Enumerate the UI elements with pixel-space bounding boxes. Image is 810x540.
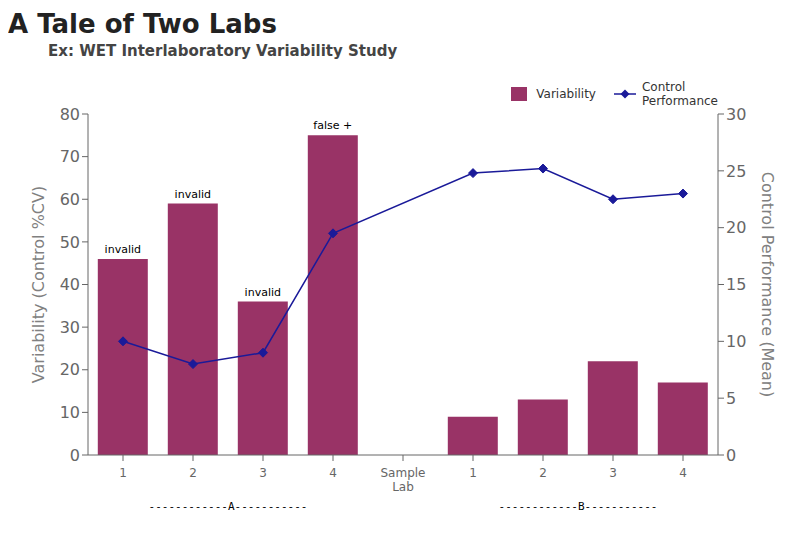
html-text:Control Performance: Control Performance xyxy=(642,80,718,108)
svg-text:60: 60 xyxy=(60,190,80,209)
svg-text:0: 0 xyxy=(70,446,80,465)
svg-text:0: 0 xyxy=(726,446,736,465)
svg-text:30: 30 xyxy=(726,105,746,124)
svg-text:SampleLab: SampleLab xyxy=(381,466,426,494)
svg-text:10: 10 xyxy=(60,403,80,422)
svg-text:5: 5 xyxy=(726,389,736,408)
svg-text:Variability (Control %CV): Variability (Control %CV) xyxy=(29,186,48,383)
svg-text:false +: false + xyxy=(313,119,352,132)
svg-text:4: 4 xyxy=(329,466,337,480)
svg-text:1: 1 xyxy=(469,466,477,480)
html-text:------------A-----------: ------------A----------- xyxy=(148,500,308,513)
svg-text:invalid: invalid xyxy=(175,188,211,201)
svg-text:3: 3 xyxy=(609,466,617,480)
svg-text:20: 20 xyxy=(60,360,80,379)
svg-text:15: 15 xyxy=(726,275,746,294)
svg-text:10: 10 xyxy=(726,332,746,351)
svg-text:2: 2 xyxy=(539,466,547,480)
svg-text:3: 3 xyxy=(259,466,267,480)
svg-text:25: 25 xyxy=(726,162,746,181)
html-text:Variability: Variability xyxy=(536,87,596,101)
svg-text:1: 1 xyxy=(119,466,127,480)
svg-text:50: 50 xyxy=(60,233,80,252)
svg-text:2: 2 xyxy=(189,466,197,480)
html-text:------------B-----------: ------------B----------- xyxy=(498,500,658,513)
svg-text:40: 40 xyxy=(60,275,80,294)
svg-text:70: 70 xyxy=(60,147,80,166)
svg-text:invalid: invalid xyxy=(245,286,281,299)
svg-text:20: 20 xyxy=(726,218,746,237)
svg-text:80: 80 xyxy=(60,105,80,124)
svg-text:invalid: invalid xyxy=(105,243,141,256)
svg-text:Control Performance (Mean): Control Performance (Mean) xyxy=(758,172,777,397)
svg-text:4: 4 xyxy=(679,466,687,480)
svg-text:30: 30 xyxy=(60,318,80,337)
html-text:Ex: WET Interlaboratory Variab: Ex: WET Interlaboratory Variability Stud… xyxy=(48,42,398,60)
html-text:A Tale of Two Labs: A Tale of Two Labs xyxy=(8,9,277,39)
